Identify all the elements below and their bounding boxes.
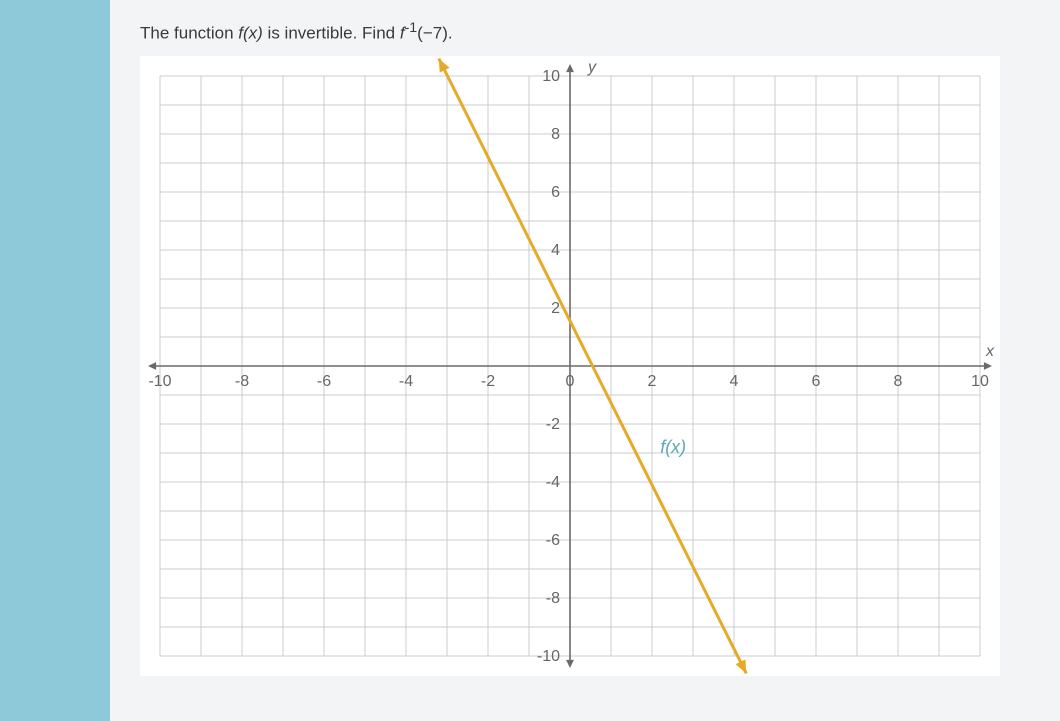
ytick-label: 10 — [542, 68, 560, 85]
ytick-label: -6 — [546, 532, 560, 549]
x-axis-label: x — [985, 343, 995, 360]
ytick-label: -4 — [546, 474, 560, 491]
ytick-label: 8 — [551, 126, 560, 143]
left-sidebar-strip — [0, 0, 110, 721]
xtick-label: 10 — [971, 373, 989, 390]
prompt-pre: The function — [140, 24, 238, 43]
xtick-label: -2 — [481, 373, 495, 390]
chart-container: -10 -8 -6 -4 -2 0 2 4 6 8 10 10 8 6 4 2 -2 -4 -6 -8 -10 y x f(x… — [140, 56, 1000, 676]
ytick-label: -10 — [537, 648, 560, 665]
ytick-label: -2 — [546, 416, 560, 433]
xtick-label: -8 — [235, 373, 249, 390]
prompt-fn: f(x) — [238, 24, 263, 43]
ytick-label: 2 — [551, 300, 560, 317]
prompt-inv-arg: (−7) — [417, 24, 448, 43]
xtick-label: -10 — [148, 373, 171, 390]
prompt-mid: is invertible. Find — [263, 24, 400, 43]
xtick-label: -6 — [317, 373, 331, 390]
ytick-label: 4 — [551, 242, 560, 259]
xtick-label: 2 — [648, 373, 657, 390]
y-axis-label: y — [587, 59, 597, 76]
xtick-label: 8 — [894, 373, 903, 390]
function-chart: -10 -8 -6 -4 -2 0 2 4 6 8 10 10 8 6 4 2 -2 -4 -6 -8 -10 y x f(x… — [140, 56, 1000, 676]
xtick-label: 0 — [566, 373, 575, 390]
problem-prompt: The function f(x) is invertible. Find f-… — [140, 20, 1030, 44]
xtick-label: 6 — [812, 373, 821, 390]
prompt-inv-sup: -1 — [405, 20, 418, 36]
ytick-label: 6 — [551, 184, 560, 201]
function-label: f(x) — [660, 437, 686, 457]
problem-page: The function f(x) is invertible. Find f-… — [110, 0, 1060, 721]
ytick-label: -8 — [546, 590, 560, 607]
axes — [148, 64, 992, 668]
xtick-label: -4 — [399, 373, 413, 390]
prompt-post: . — [448, 24, 453, 43]
xtick-label: 4 — [730, 373, 739, 390]
